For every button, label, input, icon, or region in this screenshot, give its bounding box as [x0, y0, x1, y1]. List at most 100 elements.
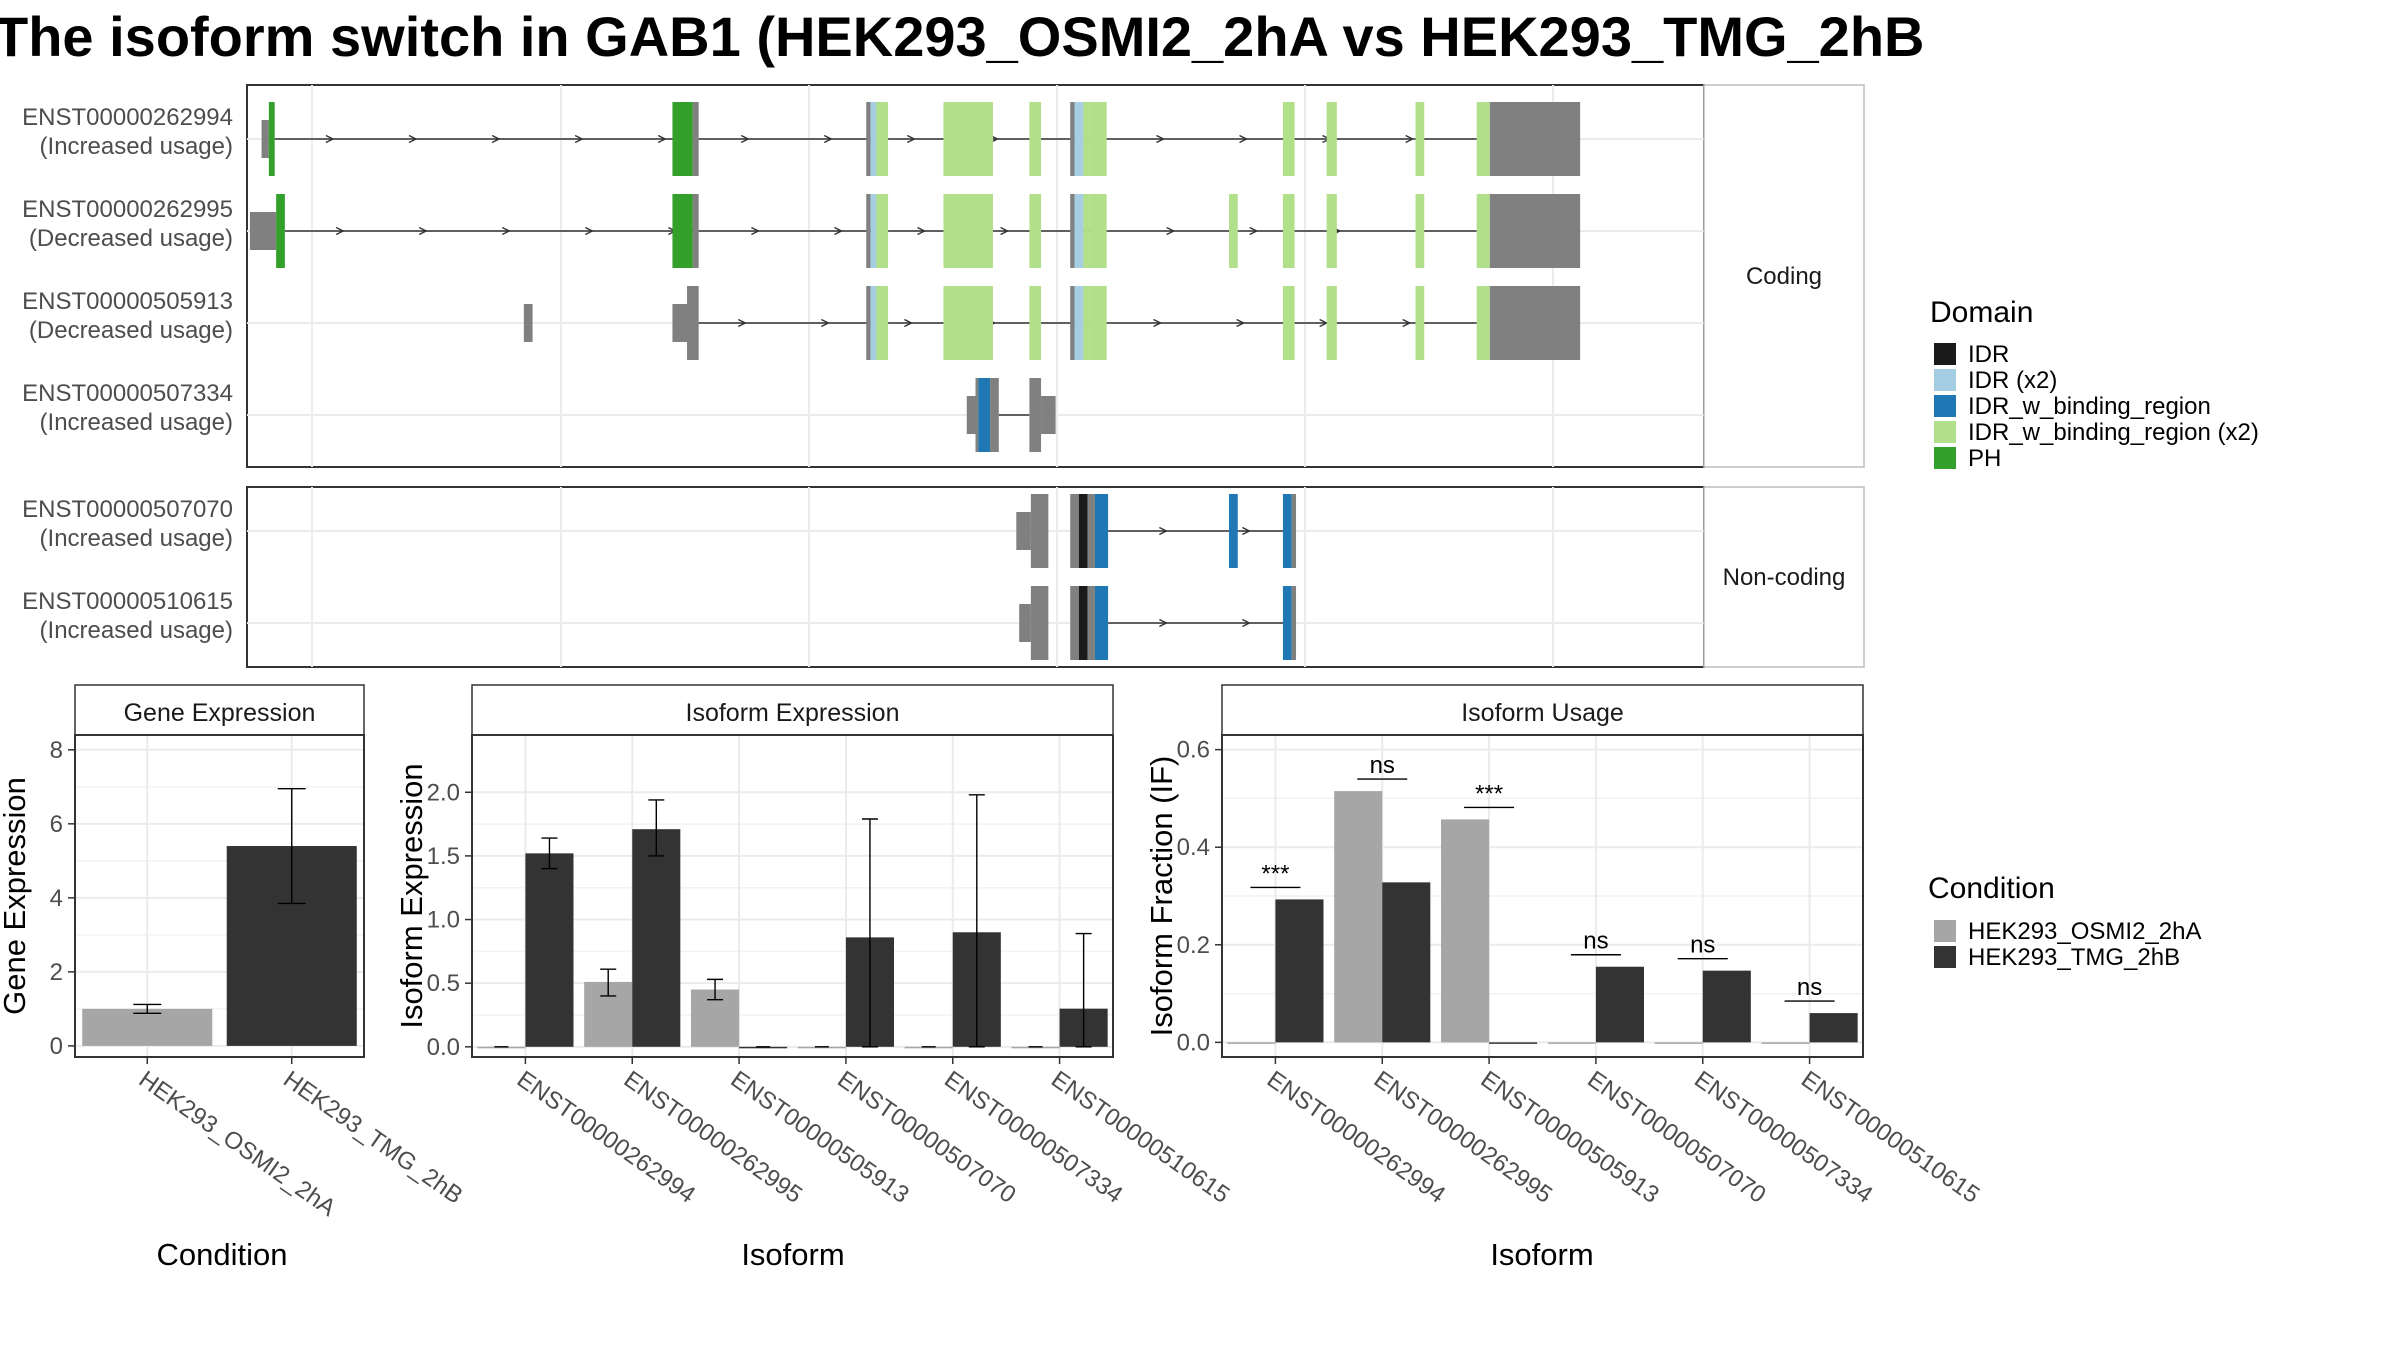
panel-title: Isoform Usage — [1461, 699, 1624, 727]
exon-block — [1476, 102, 1490, 176]
isoform-usage-label: (Increased usage) — [40, 525, 233, 552]
bar — [797, 1046, 846, 1049]
domain-legend-label: PH — [1968, 445, 2001, 472]
significance-label: ns — [1690, 932, 1715, 959]
panel-border — [74, 734, 365, 1058]
exon-block — [876, 194, 889, 268]
exon-block — [1489, 194, 1581, 268]
exon-block — [1083, 194, 1090, 268]
exon-block — [870, 102, 877, 176]
bar — [1011, 1046, 1060, 1049]
exon-block — [866, 286, 871, 360]
exon-block — [978, 378, 991, 452]
bar — [1441, 819, 1490, 1043]
y-tick-label: 0 — [50, 1033, 63, 1060]
significance-label: ns — [1797, 974, 1822, 1001]
exon-block — [990, 378, 999, 452]
exon-block — [1070, 194, 1075, 268]
intron-arrow — [751, 226, 760, 236]
y-axis-title: Isoform Fraction (IF) — [1144, 756, 1179, 1037]
bar — [1275, 899, 1324, 1043]
facet-panel — [246, 486, 1705, 668]
x-axis-title: Isoform — [1490, 1237, 1593, 1272]
exon-block — [1016, 512, 1031, 550]
exon-block — [866, 194, 871, 268]
exon-block — [943, 102, 993, 176]
intron-arrow — [1242, 618, 1251, 628]
isoform-id-label: ENST00000262994 — [22, 104, 233, 131]
intron-arrow — [740, 134, 750, 144]
exon-block — [1078, 586, 1088, 660]
y-tick-label: 0.4 — [1177, 834, 1210, 861]
exon-block — [1074, 194, 1084, 268]
domain-legend-label: IDR_w_binding_region — [1968, 393, 2211, 420]
facet-label: Non-coding — [1723, 564, 1846, 591]
y-tick-label: 8 — [50, 737, 63, 764]
exon-block — [672, 194, 693, 268]
panel-strip — [471, 684, 1114, 736]
bar — [525, 853, 574, 1047]
x-tick-label: ENST00000262995 — [619, 1066, 807, 1209]
exon-block — [1326, 102, 1337, 176]
exon-block — [692, 102, 699, 176]
exon-block — [1415, 194, 1425, 268]
isoform-usage-label: (Increased usage) — [40, 409, 233, 436]
exon-block — [268, 102, 275, 176]
bar-panel: Isoform Expression 0.0 0.5 1.0 1.5 2.0 ENST000… — [394, 684, 1234, 1272]
exon-block — [943, 194, 993, 268]
exon-block — [975, 378, 979, 452]
panel-title: Isoform Expression — [686, 699, 900, 727]
isoform-usage-label: (Decreased usage) — [29, 317, 233, 344]
exon-block — [966, 396, 976, 434]
exon-block — [1070, 586, 1079, 660]
bar — [632, 829, 681, 1047]
exon-block — [1029, 378, 1042, 452]
significance-label: *** — [1475, 780, 1503, 807]
exon-block — [1282, 194, 1295, 268]
domain-legend-label: IDR — [1968, 341, 2009, 368]
intron-arrow — [823, 134, 833, 144]
intron-arrow — [904, 318, 913, 328]
intron-arrow — [1239, 134, 1249, 144]
exon-block — [692, 194, 699, 268]
significance-label: ns — [1370, 752, 1395, 779]
y-tick-label: 1.0 — [427, 907, 460, 934]
x-tick-label: ENST00000510615 — [1796, 1066, 1984, 1209]
intron-arrow — [1402, 318, 1412, 328]
facet-strip — [1703, 84, 1865, 468]
bar — [1654, 1042, 1703, 1044]
exon-block — [249, 212, 277, 250]
exon-block — [1476, 194, 1490, 268]
exon-block — [1078, 494, 1088, 568]
condition-legend-title: Condition — [1928, 872, 2055, 905]
exon-block — [1089, 194, 1107, 268]
domain-legend-title: Domain — [1930, 296, 2033, 329]
bar — [1595, 966, 1644, 1043]
x-tick-label: ENST00000505913 — [726, 1066, 914, 1209]
bar — [1809, 1013, 1858, 1043]
domain-legend-key — [1934, 395, 1956, 417]
intron-arrow — [821, 318, 830, 328]
exon-block — [1089, 286, 1107, 360]
intron-arrow — [1159, 526, 1168, 536]
bar — [739, 1046, 788, 1049]
exon-block — [1415, 286, 1425, 360]
exon-block — [870, 286, 877, 360]
panel-title: Gene Expression — [124, 699, 316, 727]
condition-legend-label: HEK293_OSMI2_2hA — [1968, 918, 2201, 945]
condition-legend-label: HEK293_TMG_2hB — [1968, 944, 2180, 971]
bar — [1382, 882, 1431, 1043]
x-tick-label: ENST00000507334 — [939, 1066, 1127, 1209]
exon-block — [1070, 286, 1075, 360]
exon-block — [1094, 586, 1109, 660]
bar — [1227, 1042, 1276, 1044]
intron-arrow — [906, 134, 916, 144]
exon-block — [1282, 102, 1295, 176]
bar — [1761, 1042, 1810, 1044]
exon-block — [1326, 286, 1337, 360]
intron-arrow — [1405, 134, 1415, 144]
exon-block — [1019, 604, 1031, 642]
bar — [1547, 1042, 1596, 1044]
exon-block — [876, 102, 889, 176]
exon-block — [1070, 494, 1079, 568]
